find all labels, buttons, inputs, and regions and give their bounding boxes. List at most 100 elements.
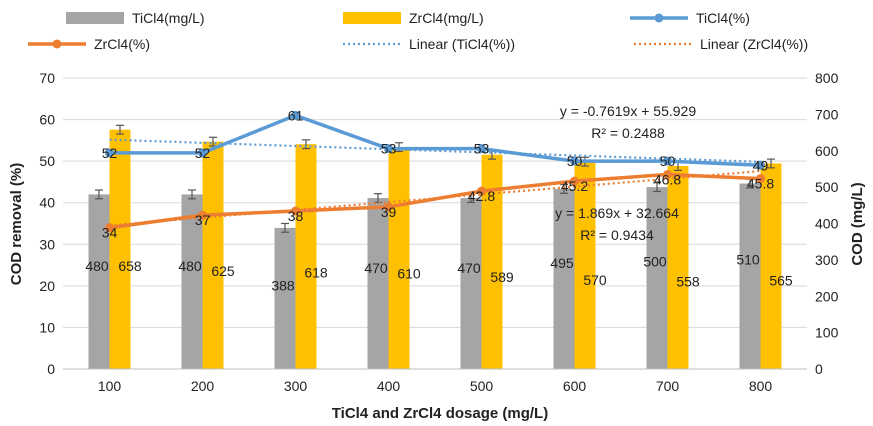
- legend-ticl4-mgl-label: TiCl4(mg/L): [132, 10, 205, 26]
- x-axis-title: TiCl4 and ZrCl4 dosage (mg/L): [332, 405, 548, 422]
- bar-data-label: 565: [769, 273, 793, 289]
- bar-data-label: 610: [397, 266, 421, 282]
- legend-zrcl4-percent-marker: [52, 39, 62, 49]
- x-tick-label: 200: [191, 378, 215, 394]
- point-ticl4-percent: [198, 148, 207, 158]
- bar-data-label: 510: [736, 252, 760, 268]
- x-tick-label: 300: [284, 378, 308, 394]
- bar-data-label: 388: [271, 278, 295, 294]
- point-zrcl4-percent: [198, 210, 207, 220]
- point-ticl4-percent: [570, 156, 579, 166]
- point-ticl4-percent: [477, 144, 486, 154]
- line-zrcl4-percent: [109, 172, 761, 230]
- point-zrcl4-percent: [756, 174, 765, 184]
- bar-data-label: 589: [490, 269, 514, 285]
- line-data-label: 53: [381, 141, 397, 157]
- line-data-label: 46.8: [654, 171, 681, 187]
- trendline-ticl4-r2: R² = 0.2488: [591, 125, 665, 141]
- trendline-ticl4: [109, 138, 761, 163]
- point-ticl4-percent: [105, 148, 114, 158]
- line-data-label: 37: [195, 212, 211, 228]
- y-axis-right-title: COD (mg/L): [849, 182, 866, 265]
- legend-ticl4-percent-label: TiCl4(%): [696, 10, 750, 26]
- bar-ticl4: [739, 183, 761, 369]
- y-right-tick-label: 500: [815, 179, 839, 195]
- axes: 0102030405060700100200300400500600700800…: [39, 70, 838, 394]
- bar-zrcl4: [481, 154, 503, 369]
- x-tick-label: 400: [377, 378, 401, 394]
- bar-data-label: 658: [118, 258, 142, 274]
- point-zrcl4-percent: [477, 186, 486, 196]
- bar-data-label: 495: [550, 255, 574, 271]
- legend-ticl4-percent-marker: [654, 13, 664, 23]
- x-tick-label: 100: [98, 378, 122, 394]
- trendline-zrcl4-equation: y = 1.869x + 32.664: [555, 205, 679, 221]
- bar-data-label: 480: [85, 258, 109, 274]
- line-data-label: 61: [288, 107, 304, 123]
- point-ticl4-percent: [291, 110, 300, 120]
- y-axis-left-title: COD removal (%): [8, 163, 25, 286]
- point-zrcl4-percent: [570, 176, 579, 186]
- trendline-ticl4-equation: y = -0.7619x + 55.929: [560, 103, 696, 119]
- y-left-tick-label: 0: [47, 361, 55, 377]
- line-data-label: 42.8: [468, 188, 495, 204]
- legend-linear-zrcl4-label: Linear (ZrCl4(%)): [700, 36, 808, 52]
- y-right-tick-label: 300: [815, 252, 839, 268]
- legend-ticl4-mgl-swatch: [66, 12, 124, 24]
- bar-ticl4: [367, 198, 389, 369]
- y-left-tick-label: 40: [39, 195, 55, 211]
- bar-data-label: 500: [643, 254, 667, 270]
- legend-linear-ticl4-label: Linear (TiCl4(%)): [409, 36, 515, 52]
- legend-zrcl4-mgl-swatch: [343, 12, 401, 24]
- y-left-tick-label: 60: [39, 112, 55, 128]
- line-data-label: 52: [102, 145, 118, 161]
- line-ticl4-percent: [109, 113, 761, 168]
- line-data-label: 39: [381, 204, 397, 220]
- bar-data-label: 558: [676, 274, 700, 290]
- trendline-zrcl4-r2: R² = 0.9434: [580, 227, 654, 243]
- bar-zrcl4: [202, 141, 224, 369]
- bar-data-label: 480: [178, 258, 202, 274]
- line-data-label: 52: [195, 145, 211, 161]
- y-right-tick-label: 400: [815, 216, 839, 232]
- line-data-label: 45.2: [561, 178, 588, 194]
- y-right-tick-label: 0: [815, 361, 823, 377]
- bar-data-label: 625: [211, 263, 235, 279]
- y-left-tick-label: 10: [39, 319, 55, 335]
- bar-ticl4: [274, 227, 296, 369]
- y-left-tick-label: 30: [39, 236, 55, 252]
- point-ticl4-percent: [756, 160, 765, 170]
- point-ticl4-percent: [384, 144, 393, 154]
- data-labels: 480 480 388 470 470 495 500 510 658 625 618 610 589 5…: [85, 107, 793, 293]
- bar-zrcl4: [760, 163, 782, 369]
- bar-ticl4: [88, 194, 110, 369]
- bar-zrcl4: [109, 129, 131, 369]
- y-right-tick-label: 800: [815, 70, 839, 86]
- bar-zrcl4: [388, 147, 410, 369]
- point-zrcl4-percent: [291, 206, 300, 216]
- error-bars: [95, 124, 775, 233]
- legend-zrcl4-percent-label: ZrCl4(%): [94, 36, 150, 52]
- line-series: [105, 110, 765, 233]
- line-data-label: 49: [753, 157, 769, 173]
- legend-zrcl4-mgl-label: ZrCl4(mg/L): [409, 10, 484, 26]
- bar-zrcl4: [574, 161, 596, 369]
- line-data-label: 50: [567, 153, 583, 169]
- line-data-label: 50: [660, 153, 676, 169]
- bar-data-label: 470: [457, 260, 481, 276]
- bar-data-label: 618: [304, 264, 328, 280]
- y-right-tick-label: 100: [815, 325, 839, 341]
- legend: TiCl4(mg/L) ZrCl4(mg/L) TiCl4(%) ZrCl4(%) Li…: [28, 10, 808, 52]
- line-data-label: 45.8: [747, 176, 774, 192]
- y-right-tick-label: 600: [815, 143, 839, 159]
- line-data-label: 53: [474, 141, 490, 157]
- x-tick-label: 600: [563, 378, 587, 394]
- y-right-tick-label: 700: [815, 106, 839, 122]
- x-tick-label: 700: [656, 378, 680, 394]
- gridlines: [63, 77, 807, 370]
- bar-ticl4: [553, 188, 575, 369]
- y-left-tick-label: 70: [39, 70, 55, 86]
- line-data-label: 38: [288, 208, 304, 224]
- point-ticl4-percent: [663, 156, 672, 166]
